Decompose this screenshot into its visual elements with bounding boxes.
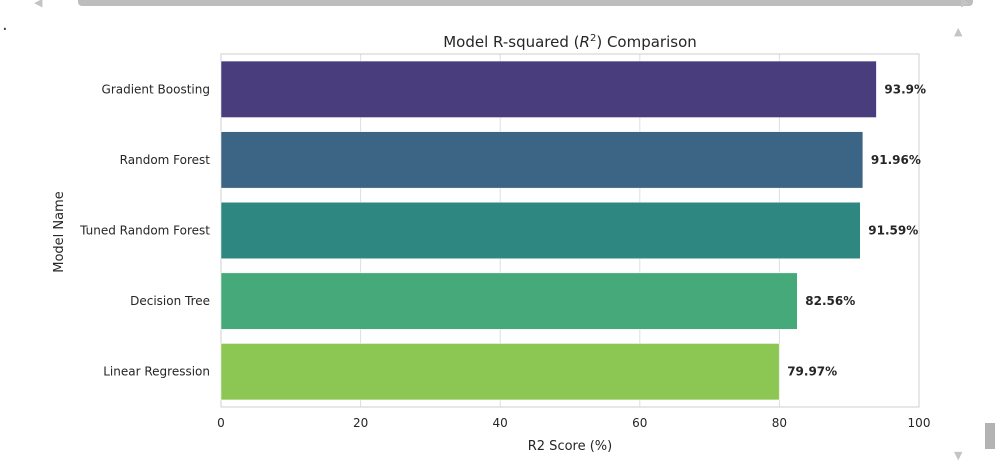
x-tick-label: 100 xyxy=(908,416,931,430)
scroll-down-arrow-icon[interactable]: ▼ xyxy=(954,449,963,462)
x-axis-label: R2 Score (%) xyxy=(528,439,612,454)
x-tick-label: 20 xyxy=(353,416,368,430)
bar xyxy=(220,202,861,259)
bar xyxy=(220,131,864,189)
y-tick-label: Linear Regression xyxy=(103,365,210,379)
y-tick-label: Tuned Random Forest xyxy=(79,224,210,238)
scroll-left-arrow-icon[interactable]: ◀ xyxy=(34,0,43,9)
horizontal-scrollbar-thumb[interactable] xyxy=(78,0,973,6)
bar-value-label: 79.97% xyxy=(787,365,837,379)
bar xyxy=(220,272,798,330)
bar-value-label: 91.96% xyxy=(871,153,921,167)
y-tick-label: Decision Tree xyxy=(130,294,210,308)
bar-value-label: 91.59% xyxy=(868,224,918,238)
output-prompt-marker: . xyxy=(2,14,8,35)
y-tick-label: Gradient Boosting xyxy=(102,82,210,96)
x-tick-label: 60 xyxy=(632,416,647,430)
y-axis-label: Model Name xyxy=(52,191,67,273)
horizontal-scrollbar[interactable] xyxy=(33,0,973,8)
x-tick-label: 80 xyxy=(772,416,787,430)
bar xyxy=(220,343,780,401)
scroll-up-arrow-icon[interactable]: ▲ xyxy=(954,25,963,38)
chart-title: Model R-squared (R2) Comparison xyxy=(443,33,697,51)
bar-value-label: 93.9% xyxy=(884,82,926,96)
vertical-scrollbar-thumb[interactable] xyxy=(985,423,995,449)
x-tick-label: 40 xyxy=(493,416,508,430)
bar xyxy=(220,60,877,118)
scroll-right-arrow-icon[interactable]: ▶ xyxy=(961,0,970,9)
bar-value-label: 82.56% xyxy=(805,294,855,308)
x-tick-label: 0 xyxy=(217,416,225,430)
y-tick-label: Random Forest xyxy=(120,153,211,167)
